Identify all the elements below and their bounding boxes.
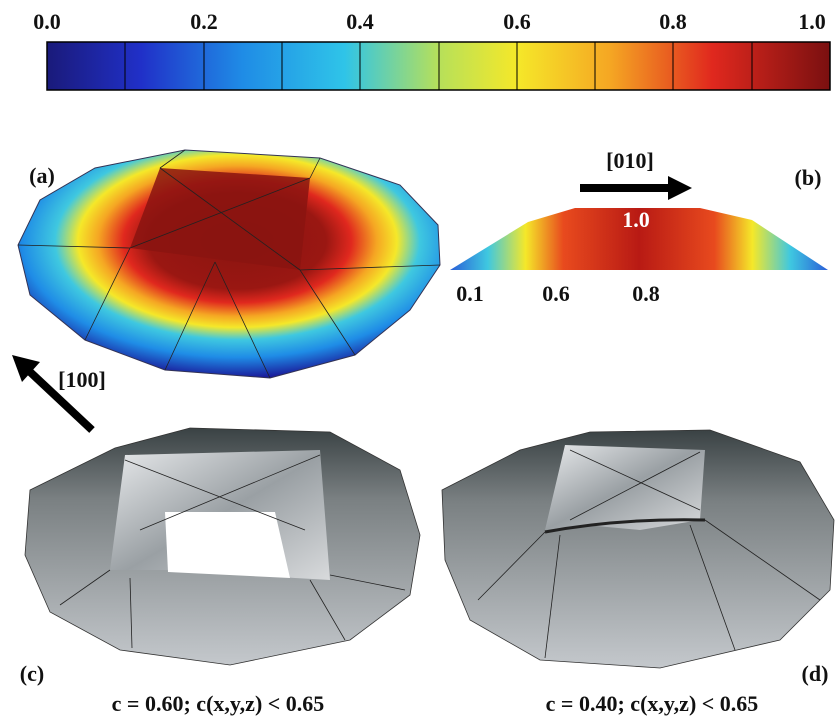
caption: c = 0.60; c(x,y,z) < 0.65 (112, 691, 325, 716)
colorbar-tick: 0.8 (659, 9, 687, 34)
panel-label: (d) (802, 661, 829, 686)
panel-label: (c) (20, 661, 44, 686)
colorbar-tick: 0.0 (33, 9, 61, 34)
scale-label: 0.6 (542, 281, 570, 306)
colorbar-tick: 0.2 (190, 9, 218, 34)
scale-label: 0.1 (456, 281, 484, 306)
scale-label: 0.8 (632, 281, 660, 306)
arrow-010-head (668, 176, 692, 200)
colorbar-tick: 0.6 (503, 9, 531, 34)
colorbar-tick: 1.0 (798, 9, 826, 34)
colorbar-tick: 0.4 (346, 9, 374, 34)
peak-label: 1.0 (622, 207, 650, 232)
panel-label: (b) (795, 165, 822, 190)
panel-label: (a) (29, 163, 55, 188)
figure: 0.0 0.2 0.4 0.6 0.8 1.0 (a) [010] 1.0 0.… (0, 0, 836, 722)
panel-c-hole (165, 512, 290, 578)
direction-label: [010] (606, 148, 654, 173)
body: 0.0 0.2 0.4 0.6 0.8 1.0 (a) [010] 1.0 0.… (0, 0, 836, 722)
panel-d-cavity (545, 445, 705, 530)
direction-label: [100] (58, 367, 106, 392)
page: {"colorbar": {"ticks": ["0.0", "0.2", "0… (0, 0, 836, 722)
caption: c = 0.40; c(x,y,z) < 0.65 (546, 691, 759, 716)
